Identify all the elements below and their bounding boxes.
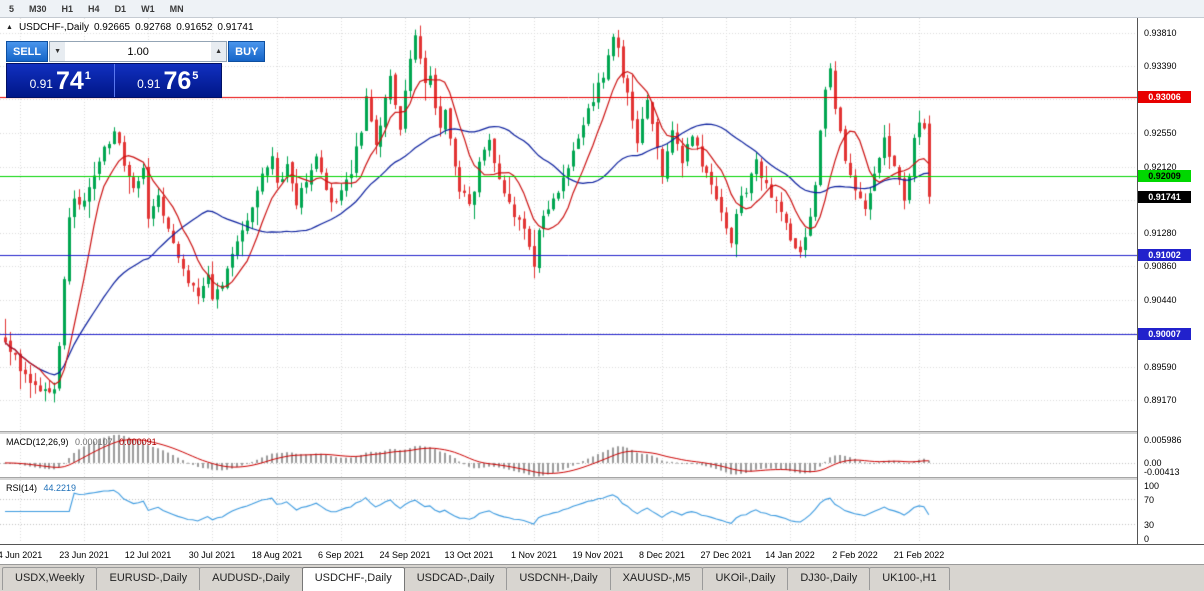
price-level-label-091741: 0.91741 <box>1138 191 1191 203</box>
price-axis[interactable]: 0.93810 0.93390 0.92550 0.92120 0.91280 0.908… <box>1137 18 1204 544</box>
date-axis-label: 1 Nov 2021 <box>510 550 558 560</box>
indicator-axis-label: 0.005986 <box>1144 435 1182 445</box>
date-axis-label: 13 Oct 2021 <box>444 550 494 560</box>
chart-symbol-period: USDCHF-,Daily <box>18 22 89 33</box>
chart-tab-usdcnh-daily[interactable]: USDCNH-,Daily <box>506 567 611 590</box>
date-axis-label: 21 Feb 2022 <box>893 550 945 560</box>
price-axis-label: 0.90440 <box>1144 295 1177 305</box>
volume-control: ▼ ▲ <box>49 41 228 62</box>
date-axis-label: 27 Dec 2021 <box>700 550 752 560</box>
panel-splitter-macd[interactable] <box>0 431 1204 434</box>
timeframe-button-5[interactable]: 5 <box>2 2 21 16</box>
macd-main-value: 0.000107 <box>75 437 113 447</box>
buy-price-prefix: 0.91 <box>137 77 161 91</box>
price-axis-label: 0.93810 <box>1144 28 1177 38</box>
timeframe-button-d1[interactable]: D1 <box>108 2 134 16</box>
timeframe-button-m30[interactable]: M30 <box>22 2 54 16</box>
price-axis-label: 0.92120 <box>1144 162 1177 172</box>
rsi-name: RSI(14) <box>6 483 38 493</box>
price-level-label-091002: 0.91002 <box>1138 249 1191 261</box>
date-axis-label: 23 Jun 2021 <box>59 550 109 560</box>
buy-button[interactable]: BUY <box>228 41 266 62</box>
chart-tab-bar: USDX,Weekly EURUSD-,Daily AUDUSD-,Daily USD… <box>0 564 1204 591</box>
timeframe-toolbar: 5 M30 H1 H4 D1 W1 MN <box>0 0 1204 18</box>
chart-tab-eurusd-daily[interactable]: EURUSD-,Daily <box>96 567 201 590</box>
chart-tab-xauusd-m5[interactable]: XAUUSD-,M5 <box>609 567 704 590</box>
price-divider <box>113 64 115 97</box>
timeframe-button-h1[interactable]: H1 <box>55 2 81 16</box>
price-level-label-093006: 0.93006 <box>1138 91 1191 103</box>
bid-ask-display: 0.91 74 1 0.91 76 5 <box>6 63 222 98</box>
macd-signal-value: 0.000091 <box>119 437 157 447</box>
timeframe-button-h4[interactable]: H4 <box>81 2 107 16</box>
date-axis-label: 19 Nov 2021 <box>572 550 624 560</box>
chart-tab-usdchf-daily[interactable]: USDCHF-,Daily <box>301 567 405 591</box>
volume-input[interactable] <box>65 42 212 61</box>
date-axis-label: 2 Feb 2022 <box>832 550 878 560</box>
date-axis-label: 6 Sep 2021 <box>317 550 365 560</box>
price-axis-label: 0.89170 <box>1144 395 1177 405</box>
panel-splitter-rsi[interactable] <box>0 477 1204 480</box>
buy-price-pip-digit: 5 <box>192 70 199 82</box>
chart-tab-usdx-weekly[interactable]: USDX,Weekly <box>2 567 98 590</box>
chart-ohlc-header: ▲ USDCHF-,Daily 0.92665 0.92768 0.91652 … <box>6 22 254 33</box>
sell-price-big-digits: 74 <box>55 67 84 95</box>
timeframe-button-mn[interactable]: MN <box>163 2 191 16</box>
date-axis-label: 24 Sep 2021 <box>379 550 431 560</box>
ohlc-open: 0.92665 <box>93 22 131 33</box>
timeframe-button-w1[interactable]: W1 <box>134 2 162 16</box>
chart-tab-dj30-daily[interactable]: DJ30-,Daily <box>787 567 871 590</box>
date-axis-label: 8 Dec 2021 <box>638 550 686 560</box>
macd-indicator-label: MACD(12,26,9) 0.000107 0.000091 <box>6 437 157 447</box>
price-level-label-090007: 0.90007 <box>1138 328 1191 340</box>
ohlc-high: 0.92768 <box>135 22 172 33</box>
date-axis-label: 12 Jul 2021 <box>124 550 172 560</box>
chart-tab-ukoil-daily[interactable]: UKOil-,Daily <box>702 567 789 590</box>
macd-panel-canvas[interactable] <box>0 434 1137 477</box>
chart-tab-audusd-daily[interactable]: AUDUSD-,Daily <box>199 567 303 590</box>
date-axis-label: 18 Aug 2021 <box>251 550 303 560</box>
price-axis-label: 0.90860 <box>1144 261 1177 271</box>
volume-increase-button[interactable]: ▲ <box>211 42 227 61</box>
rsi-panel-canvas[interactable] <box>0 480 1137 543</box>
price-axis-label: 0.93390 <box>1144 61 1177 71</box>
chart-tab-uk100-h1[interactable]: UK100-,H1 <box>869 567 950 590</box>
trade-buttons-row: SELL ▼ ▲ BUY <box>6 41 266 62</box>
date-axis-label: 14 Jan 2022 <box>765 550 815 560</box>
indicator-axis-label: 30 <box>1144 520 1155 530</box>
ohlc-low: 0.91652 <box>176 22 213 33</box>
price-axis-label: 0.92550 <box>1144 128 1177 138</box>
buy-price-display[interactable]: 0.91 76 5 <box>115 64 222 97</box>
indicator-axis-label: 100 <box>1144 481 1160 491</box>
ohlc-close: 0.91741 <box>217 22 254 33</box>
one-click-trading-panel: SELL ▼ ▲ BUY 0.91 74 1 0.91 76 5 <box>6 41 266 98</box>
date-axis-label: 4 Jun 2021 <box>0 550 43 560</box>
volume-decrease-button[interactable]: ▼ <box>50 42 66 61</box>
rsi-value: 44.2219 <box>43 483 77 493</box>
price-axis-label: 0.89590 <box>1144 362 1177 372</box>
rsi-indicator-label: RSI(14) 44.2219 <box>6 483 76 493</box>
date-axis[interactable]: 4 Jun 2021 23 Jun 2021 12 Jul 2021 30 Jul 2… <box>0 544 1204 564</box>
one-click-collapse-icon[interactable]: ▲ <box>6 24 13 31</box>
indicator-axis-label: 0.00 <box>1144 458 1162 468</box>
indicator-axis-label: 70 <box>1144 495 1155 505</box>
price-axis-label: 0.91280 <box>1144 228 1177 238</box>
date-axis-label: 30 Jul 2021 <box>188 550 236 560</box>
price-level-label-092009: 0.92009 <box>1138 170 1191 182</box>
buy-price-big-digits: 76 <box>163 67 192 95</box>
sell-price-display[interactable]: 0.91 74 1 <box>7 64 114 97</box>
indicator-axis-label: -0.00413 <box>1144 467 1180 477</box>
macd-name: MACD(12,26,9) <box>6 437 69 447</box>
sell-price-prefix: 0.91 <box>29 77 53 91</box>
indicator-axis-label: 0 <box>1144 534 1150 544</box>
chart-tab-usdcad-daily[interactable]: USDCAD-,Daily <box>403 567 508 590</box>
sell-button[interactable]: SELL <box>6 41 49 62</box>
sell-price-pip-digit: 1 <box>84 70 91 82</box>
